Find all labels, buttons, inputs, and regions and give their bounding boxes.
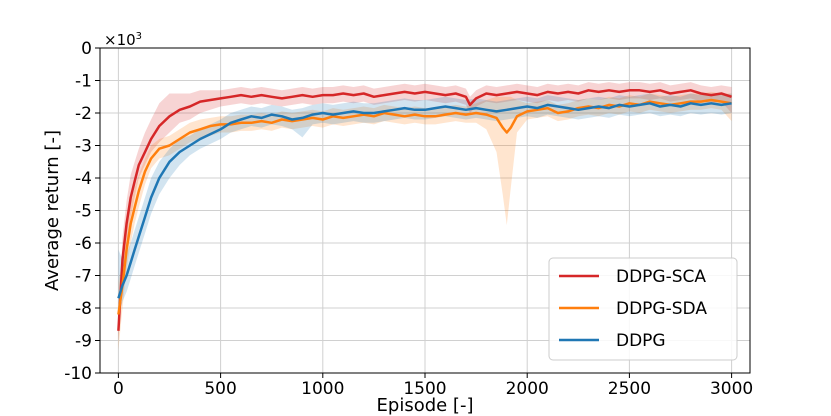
x-tick-label: 1000 xyxy=(301,379,344,399)
series-lines xyxy=(117,89,732,331)
x-tick-label: 2000 xyxy=(506,379,549,399)
y-tick-label: -8 xyxy=(75,299,92,319)
axis-ticks xyxy=(95,47,733,378)
y-tick-label: -5 xyxy=(75,202,92,222)
x-tick-label: 3000 xyxy=(710,379,753,399)
y-tick-label: -10 xyxy=(64,364,92,384)
y-tick-label: -7 xyxy=(75,267,92,287)
y-axis-multiplier-exponent: 3 xyxy=(136,31,142,42)
x-tick-label: 0 xyxy=(113,379,124,399)
tick-labels: 0 500 1000 1500 2000 2500 3000 0 -1 -2 -3 -4 -5 -6 -7 -… xyxy=(64,39,753,399)
legend-box xyxy=(548,257,738,361)
band-ddpg-sca xyxy=(118,82,732,341)
legend: DDPG-SCA DDPG-SDA DDPG xyxy=(548,257,738,361)
y-axis-label: Average return [-] xyxy=(42,130,63,291)
y-tick-label: -1 xyxy=(75,72,92,92)
y-tick-label: -2 xyxy=(75,104,92,124)
legend-label-ddpg-sda: DDPG-SDA xyxy=(616,299,707,319)
series-line-ddpg-sca xyxy=(117,89,732,331)
series-line-ddpg xyxy=(117,102,732,299)
x-tick-label: 2500 xyxy=(608,379,651,399)
legend-label-ddpg-sca: DDPG-SCA xyxy=(616,267,706,287)
y-axis-multiplier: ×103 xyxy=(104,31,142,49)
y-tick-label: -4 xyxy=(75,169,92,189)
x-tick-label: 500 xyxy=(204,379,236,399)
y-tick-label: -3 xyxy=(75,137,92,157)
y-tick-label: 0 xyxy=(81,39,92,59)
series-line-ddpg-sda xyxy=(117,98,732,315)
x-axis-label: Episode [-] xyxy=(377,395,474,416)
confidence-bands xyxy=(118,82,732,351)
legend-label-ddpg: DDPG xyxy=(616,331,666,351)
y-tick-label: -9 xyxy=(75,332,92,352)
x-tick-label: 1500 xyxy=(403,379,446,399)
y-tick-label: -6 xyxy=(75,234,92,254)
